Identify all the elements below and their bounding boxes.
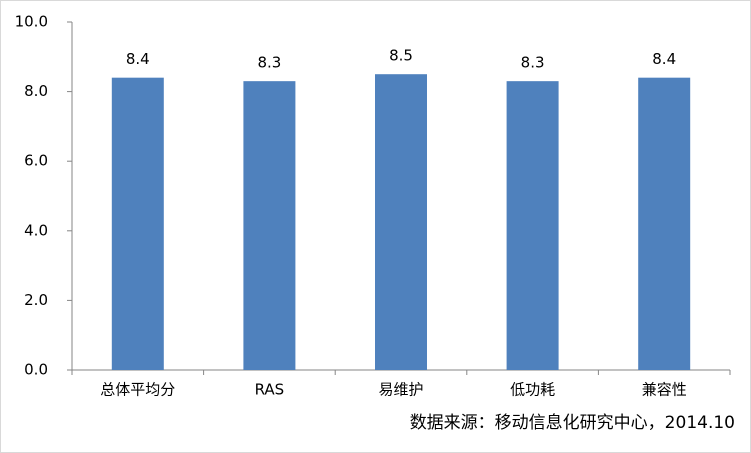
value-label: 8.4 — [652, 50, 676, 68]
bar — [375, 74, 427, 370]
x-tick-label: RAS — [255, 381, 285, 399]
x-tick-label: 总体平均分 — [100, 381, 175, 399]
bar — [243, 81, 296, 370]
source-note: 数据来源：移动信息化研究中心，2014.10 — [410, 413, 735, 433]
value-label: 8.3 — [257, 54, 281, 72]
x-tick-label: 兼容性 — [642, 381, 687, 399]
y-tick-label: 4.0 — [24, 221, 48, 239]
y-tick-label: 0.0 — [24, 361, 48, 379]
value-label: 8.5 — [389, 47, 413, 65]
y-tick-label: 2.0 — [24, 291, 48, 309]
y-tick-label: 8.0 — [24, 82, 48, 100]
y-tick-label: 6.0 — [24, 152, 48, 170]
x-tick-label: 低功耗 — [510, 381, 555, 399]
value-label: 8.3 — [521, 54, 545, 72]
y-tick-label: 10.0 — [15, 13, 48, 31]
bar — [506, 81, 559, 370]
bar — [638, 77, 691, 371]
bar — [111, 77, 164, 371]
x-tick-label: 易维护 — [378, 381, 423, 399]
value-label: 8.4 — [126, 50, 150, 68]
